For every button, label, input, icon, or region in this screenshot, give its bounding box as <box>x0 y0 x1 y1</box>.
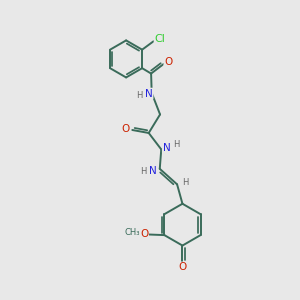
Text: H: H <box>182 178 189 187</box>
Text: N: N <box>145 88 153 99</box>
Text: Cl: Cl <box>154 34 166 44</box>
Text: H: H <box>140 167 147 176</box>
Text: CH₃: CH₃ <box>124 228 140 237</box>
Text: O: O <box>122 124 130 134</box>
Text: O: O <box>164 57 172 67</box>
Text: O: O <box>178 262 187 272</box>
Text: N: N <box>149 166 157 176</box>
Text: H: H <box>173 140 179 149</box>
Text: N: N <box>163 142 170 153</box>
Text: H: H <box>136 92 143 100</box>
Text: O: O <box>140 229 148 239</box>
